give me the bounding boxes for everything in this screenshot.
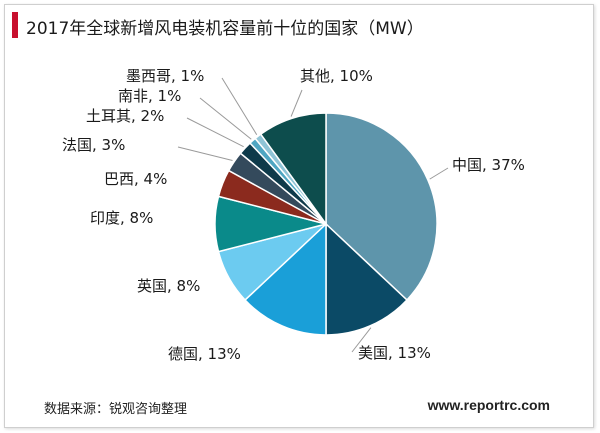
- slice-label-7: 土耳其, 2%: [86, 107, 164, 125]
- slice-label-9: 墨西哥, 1%: [126, 67, 204, 85]
- leader-line-1: [351, 327, 372, 353]
- leader-line-6: [177, 146, 233, 161]
- leader-line-9: [221, 77, 258, 135]
- pie-slice-0: [325, 112, 438, 302]
- slice-label-4: 印度, 8%: [90, 209, 153, 227]
- slice-label-1: 美国, 13%: [358, 344, 431, 362]
- slice-label-10: 其他, 10%: [300, 67, 373, 85]
- slice-label-3: 英国, 8%: [137, 277, 200, 295]
- leader-line-10: [290, 89, 303, 117]
- leader-line-0: [429, 167, 449, 180]
- leader-line-7: [186, 117, 244, 148]
- leader-line-8: [199, 97, 252, 140]
- slice-label-2: 德国, 13%: [168, 345, 241, 363]
- pie-slice-2: [244, 222, 327, 336]
- chart-frame: [4, 4, 594, 428]
- slice-label-0: 中国, 37%: [452, 156, 525, 174]
- site-url[interactable]: www.reportrc.com: [427, 397, 550, 413]
- title-accent-bar: [12, 12, 18, 38]
- chart-title: 2017年全球新增风电装机容量前十位的国家（MW）: [26, 19, 424, 39]
- source-note: 数据来源：锐观咨询整理: [44, 402, 188, 417]
- pie-slice-1: [325, 222, 408, 336]
- slice-label-5: 巴西, 4%: [104, 170, 167, 188]
- slice-label-6: 法国, 3%: [62, 136, 125, 154]
- slice-label-8: 南非, 1%: [118, 87, 181, 105]
- pie-slice-10: [259, 112, 327, 227]
